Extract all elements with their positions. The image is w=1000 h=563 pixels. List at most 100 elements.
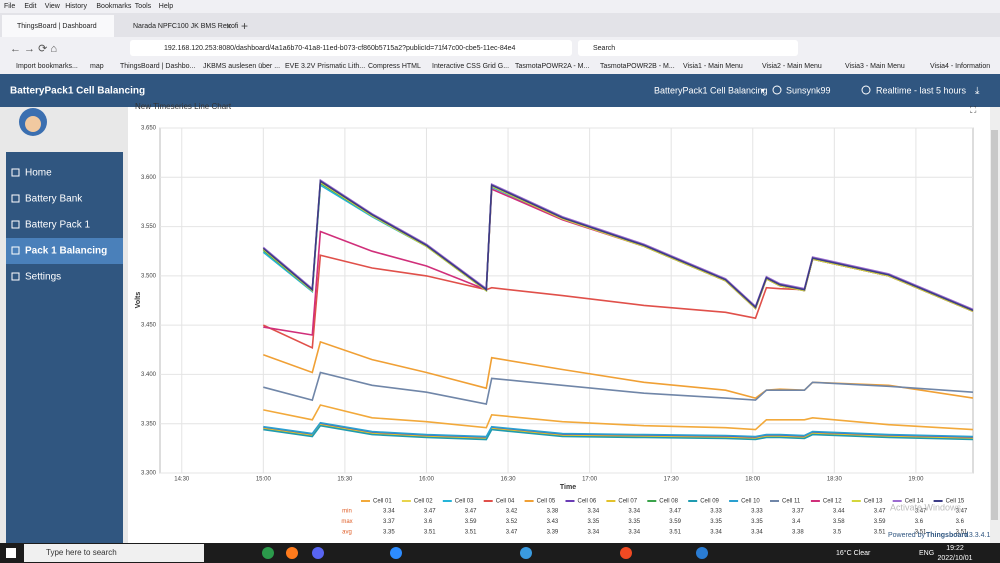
bookmark[interactable]: Interactive CSS Grid G...: [432, 63, 509, 70]
legend-label: Cell 04: [496, 499, 515, 505]
bookmark[interactable]: Compress HTML: [368, 63, 421, 70]
tab-title[interactable]: ThingsBoard | Dashboard: [17, 23, 97, 30]
app-icon[interactable]: [696, 547, 708, 559]
legend-label: Cell 13: [864, 499, 883, 505]
legend-value: 3.5: [833, 530, 842, 536]
search-bar[interactable]: [578, 40, 798, 56]
menu-item[interactable]: Battery Bank: [25, 194, 83, 205]
legend-value: 3.33: [710, 509, 722, 515]
series-line: [263, 424, 974, 441]
legend-value: 3.34: [628, 530, 640, 536]
legend-value: 3.44: [833, 509, 845, 515]
legend-value: 3.47: [465, 509, 477, 515]
bookmark[interactable]: Visia3 - Main Menu: [845, 63, 905, 70]
menu-item[interactable]: Tools: [135, 3, 152, 10]
bookmark[interactable]: Import bookmarks...: [16, 63, 78, 70]
app-icon[interactable]: [312, 547, 324, 559]
bookmark[interactable]: Visia4 - Information: [930, 63, 990, 70]
legend-value: 3.51: [424, 530, 436, 536]
x-axis-title: Time: [560, 484, 576, 491]
sidebar-menu: [6, 152, 123, 543]
footer-brand[interactable]: Thingsboard: [926, 532, 968, 539]
legend-value: 3.38: [792, 530, 804, 536]
close-tab[interactable]: ×: [226, 22, 232, 33]
series-line: [263, 371, 974, 405]
series-line: [263, 423, 974, 440]
legend-value: 3.47: [874, 509, 886, 515]
new-tab[interactable]: +: [241, 19, 248, 33]
legend-value: 3.47: [669, 509, 681, 515]
menu-item[interactable]: File: [4, 3, 15, 10]
tab-title[interactable]: Narada NPFC100 JK BMS Retrofi: [133, 23, 239, 30]
taskbar-search[interactable]: [24, 544, 204, 562]
menu-item[interactable]: Home: [25, 168, 52, 179]
language: ENG: [919, 550, 934, 557]
legend-label: Cell 11: [782, 499, 801, 505]
download-icon[interactable]: ⤓: [975, 86, 980, 97]
app-icon[interactable]: [620, 547, 632, 559]
app-icon[interactable]: [286, 547, 298, 559]
search-placeholder[interactable]: Search: [593, 45, 615, 52]
legend-value: 3.6: [424, 519, 433, 525]
url-bar[interactable]: [130, 40, 572, 56]
legend-value: 3.47: [424, 509, 436, 515]
x-tick-label: 17:30: [664, 477, 680, 483]
bookmark[interactable]: Visia1 - Main Menu: [683, 63, 743, 70]
legend-value: 3.51: [956, 530, 968, 536]
scrollbar[interactable]: [991, 130, 998, 520]
menu-item[interactable]: Bookmarks: [96, 3, 132, 10]
y-axis-title: Volts: [135, 292, 142, 309]
menu-item[interactable]: Pack 1 Balancing: [25, 246, 107, 257]
y-tick-label: 3.550: [141, 224, 157, 230]
dashboard-select[interactable]: BatteryPack1 Cell Balancing: [654, 85, 768, 95]
menu-item[interactable]: History: [65, 3, 87, 10]
menu-item[interactable]: Edit: [24, 3, 36, 10]
legend-value: 3.47: [506, 530, 518, 536]
active-menu-item: [6, 238, 123, 264]
bookmark[interactable]: EVE 3.2V Prismatic Lith...: [285, 63, 365, 70]
y-tick-label: 3.350: [141, 421, 157, 427]
menu-item[interactable]: Settings: [25, 272, 61, 283]
bookmark[interactable]: JKBMS auslesen über ...: [203, 63, 280, 70]
menu-icon: [11, 168, 20, 177]
legend-row-label: avg: [342, 530, 352, 536]
legend-value: 3.34: [751, 530, 763, 536]
footer-powered: Powered by: [888, 532, 925, 539]
app-icon[interactable]: [390, 547, 402, 559]
legend-value: 3.35: [628, 519, 640, 525]
timewindow[interactable]: Realtime - last 5 hours: [876, 85, 967, 95]
taskbar-search-text[interactable]: Type here to search: [46, 548, 117, 557]
bookmark[interactable]: Visia2 - Main Menu: [762, 63, 822, 70]
legend-value: 3.59: [669, 519, 681, 525]
bookmark[interactable]: TasmotaPOWR2B - M...: [600, 63, 675, 70]
bookmark[interactable]: ThingsBoard | Dashbo...: [120, 63, 195, 70]
nav-buttons[interactable]: ← → ⟳ ⌂: [10, 43, 57, 55]
legend-label: Cell 12: [823, 499, 842, 505]
menu-item[interactable]: View: [45, 3, 61, 10]
watermark: Activate Windows: [890, 502, 962, 512]
menu-item[interactable]: Battery Pack 1: [25, 220, 90, 231]
y-tick-label: 3.300: [141, 471, 157, 477]
dropdown-arrow[interactable]: ▾: [761, 86, 765, 95]
start-button[interactable]: [6, 548, 16, 558]
app-icon[interactable]: [262, 547, 274, 559]
app-icon[interactable]: [520, 547, 532, 559]
legend-value: 3.58: [833, 519, 845, 525]
menu-item[interactable]: Help: [159, 3, 174, 10]
legend-value: 3.4: [792, 519, 801, 525]
series-line: [263, 404, 974, 431]
footer-version: v.3.3.4.1: [964, 532, 990, 539]
x-tick-label: 18:30: [827, 477, 843, 483]
y-tick-label: 3.500: [141, 273, 157, 279]
legend-value: 3.35: [588, 519, 600, 525]
series-line: [263, 422, 974, 439]
user-name[interactable]: Sunsynk99: [786, 85, 831, 95]
bookmark[interactable]: map: [90, 63, 104, 70]
dashboard-title: BatteryPack1 Cell Balancing: [10, 86, 145, 97]
taskbar: [0, 543, 1000, 563]
url[interactable]: 192.168.120.253:8080/dashboard/4a1a6b70-…: [164, 45, 516, 52]
bookmark[interactable]: TasmotaPOWR2A - M...: [515, 63, 589, 70]
active-tab[interactable]: [2, 15, 114, 37]
fullscreen-icon[interactable]: ⛶: [969, 104, 977, 114]
legend-value: 3.51: [915, 530, 927, 536]
